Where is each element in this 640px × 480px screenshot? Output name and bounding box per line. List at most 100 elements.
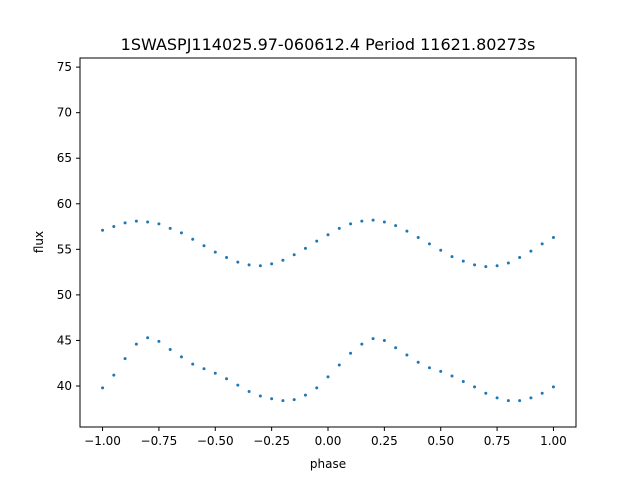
data-point <box>123 221 127 225</box>
x-tick-label: −0.25 <box>253 434 290 448</box>
x-tick-label: 0.50 <box>427 434 454 448</box>
x-tick-label: −1.00 <box>84 434 121 448</box>
data-point <box>416 235 420 239</box>
x-tick-label: −0.50 <box>197 434 234 448</box>
data-point <box>168 348 172 352</box>
data-point <box>461 259 465 263</box>
y-tick-label: 75 <box>57 60 72 74</box>
data-point <box>551 385 555 389</box>
x-tick-label: −0.75 <box>141 434 178 448</box>
data-point <box>146 336 150 340</box>
data-point <box>101 228 105 232</box>
data-point <box>427 366 431 370</box>
data-point <box>427 242 431 246</box>
data-point <box>349 222 353 226</box>
data-point <box>495 396 499 400</box>
chart-title: 1SWASPJ114025.97-060612.4 Period 11621.8… <box>121 35 536 54</box>
data-point <box>213 250 217 254</box>
data-point <box>360 342 364 346</box>
data-point <box>337 363 341 367</box>
data-point <box>540 391 544 395</box>
y-tick-label: 45 <box>57 333 72 347</box>
data-point <box>461 379 465 383</box>
data-point <box>292 398 296 402</box>
data-point <box>225 256 229 260</box>
data-point <box>281 258 285 262</box>
data-point <box>292 253 296 257</box>
data-point <box>371 337 375 341</box>
y-tick-label: 40 <box>57 379 72 393</box>
data-point <box>225 377 229 381</box>
data-point <box>112 373 116 377</box>
data-point <box>179 355 183 359</box>
data-point <box>495 264 499 268</box>
data-point <box>416 360 420 364</box>
y-axis-label: flux <box>32 231 46 253</box>
data-point <box>315 239 319 243</box>
y-tick-label: 55 <box>57 242 72 256</box>
data-point <box>484 391 488 395</box>
data-point <box>191 362 195 366</box>
data-point <box>112 225 116 229</box>
data-point <box>405 229 409 233</box>
data-point <box>529 396 533 400</box>
data-point <box>247 263 251 267</box>
data-point <box>270 397 274 401</box>
data-point <box>382 220 386 224</box>
data-point <box>518 256 522 260</box>
data-point <box>270 262 274 266</box>
data-point <box>281 399 285 403</box>
data-point <box>258 394 262 398</box>
x-tick-label: 1.00 <box>540 434 567 448</box>
data-point <box>473 385 477 389</box>
data-point <box>473 263 477 267</box>
data-point <box>529 249 533 253</box>
data-point <box>506 399 510 403</box>
data-point <box>303 393 307 397</box>
data-point <box>551 235 555 239</box>
data-point <box>484 265 488 269</box>
data-point <box>258 264 262 268</box>
data-point <box>337 226 341 230</box>
x-tick-label: 0.00 <box>315 434 342 448</box>
y-axis-ticks: 40 45 50 55 60 65 70 75 <box>57 60 80 393</box>
data-point <box>439 248 443 252</box>
data-point <box>247 389 251 393</box>
data-points <box>101 218 555 403</box>
data-point <box>168 226 172 230</box>
data-point <box>101 386 105 390</box>
data-point <box>349 351 353 355</box>
data-point <box>394 224 398 228</box>
x-axis-label: phase <box>310 457 346 471</box>
data-point <box>157 339 161 343</box>
y-tick-label: 60 <box>57 197 72 211</box>
data-point <box>134 219 138 223</box>
data-point <box>134 342 138 346</box>
x-tick-label: 0.75 <box>484 434 511 448</box>
data-point <box>439 369 443 373</box>
data-point <box>236 260 240 264</box>
data-point <box>123 357 127 361</box>
y-tick-label: 65 <box>57 151 72 165</box>
data-point <box>202 244 206 248</box>
data-point <box>157 222 161 226</box>
data-point <box>191 237 195 241</box>
data-point <box>213 371 217 375</box>
data-point <box>540 242 544 246</box>
x-axis-ticks: −1.00 −0.75 −0.50 −0.25 0.00 0.25 0.50 0.75 1.00 <box>84 427 567 448</box>
data-point <box>394 346 398 350</box>
data-point <box>360 219 364 223</box>
data-point <box>146 220 150 224</box>
data-point <box>236 383 240 387</box>
data-point <box>450 374 454 378</box>
data-point <box>326 233 330 237</box>
data-point <box>382 338 386 342</box>
data-point <box>326 375 330 379</box>
data-point <box>405 353 409 357</box>
data-point <box>518 399 522 403</box>
data-point <box>179 231 183 235</box>
data-point <box>303 246 307 250</box>
x-tick-label: 0.25 <box>371 434 398 448</box>
